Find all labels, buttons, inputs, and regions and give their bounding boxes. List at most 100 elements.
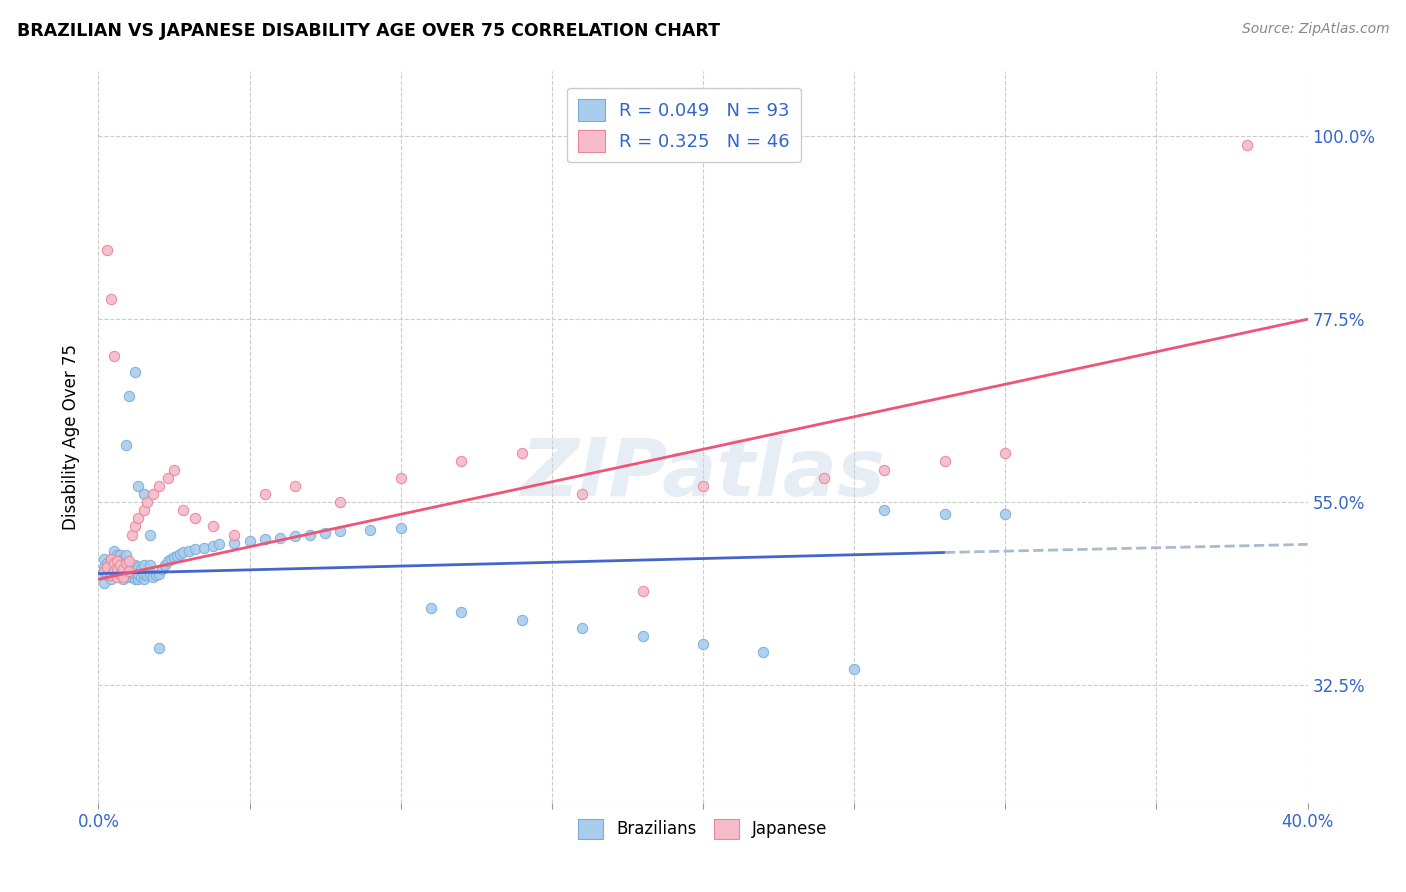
Point [114,548,136,562]
Point [135,495,157,509]
Point [299,527,322,541]
Point [208,537,231,551]
Point [111,570,134,584]
Point [124,558,146,573]
Point [631,584,654,599]
Point [100,292,122,306]
Point [692,637,714,651]
Point [127,560,149,574]
Point [389,521,412,535]
Point [124,572,146,586]
Point [108,558,131,573]
Point [420,600,443,615]
Point [510,446,533,460]
Point [202,519,225,533]
Point [111,568,134,582]
Point [184,542,207,557]
Point [571,487,593,501]
Point [118,553,141,567]
Point [90,568,112,582]
Point [100,572,122,586]
Text: Source: ZipAtlas.com: Source: ZipAtlas.com [1241,22,1389,37]
Point [224,527,246,541]
Point [132,487,155,501]
Point [129,570,152,584]
Point [139,558,162,573]
Text: BRAZILIAN VS JAPANESE DISABILITY AGE OVER 75 CORRELATION CHART: BRAZILIAN VS JAPANESE DISABILITY AGE OVE… [17,22,720,40]
Point [813,471,835,485]
Point [179,544,201,558]
Point [314,526,336,541]
Point [105,570,128,584]
Point [118,564,141,578]
Point [132,558,155,573]
Point [111,572,134,586]
Point [172,545,194,559]
Point [108,548,131,562]
Point [114,556,136,570]
Point [108,556,131,570]
Point [114,438,136,452]
Point [239,534,262,549]
Point [114,556,136,570]
Point [127,511,149,525]
Point [111,562,134,576]
Point [163,550,186,565]
Point [100,568,122,582]
Point [631,629,654,643]
Point [96,564,118,578]
Point [108,564,131,578]
Point [127,479,149,493]
Point [93,552,115,566]
Point [994,446,1017,460]
Point [571,621,593,635]
Point [148,641,170,656]
Point [96,556,118,570]
Point [269,531,291,545]
Point [156,471,179,485]
Point [100,564,122,578]
Point [284,479,307,493]
Point [873,503,896,517]
Point [184,511,207,525]
Point [360,523,382,537]
Point [93,560,115,574]
Point [103,568,125,582]
Point [148,479,170,493]
Point [108,566,131,581]
Point [103,560,125,574]
Point [148,566,170,581]
Point [100,552,122,566]
Point [1236,137,1258,152]
Point [329,524,352,539]
Point [118,570,141,584]
Point [166,549,188,563]
Point [121,527,143,541]
Point [224,535,246,549]
Point [105,548,128,562]
Point [103,552,125,566]
Point [103,564,125,578]
Point [93,564,115,578]
Point [450,454,472,468]
Point [150,562,173,576]
Point [127,566,149,581]
Point [193,541,215,555]
Point [121,566,143,580]
Point [163,462,186,476]
Point [934,508,956,522]
Point [129,562,152,576]
Point [127,572,149,586]
Point [284,529,307,543]
Point [105,564,128,578]
Point [135,568,157,582]
Point [121,570,143,584]
Point [160,552,183,566]
Point [124,566,146,581]
Point [124,519,146,533]
Point [105,553,128,567]
Point [118,558,141,573]
Point [118,389,141,403]
Point [169,547,191,561]
Point [142,487,165,501]
